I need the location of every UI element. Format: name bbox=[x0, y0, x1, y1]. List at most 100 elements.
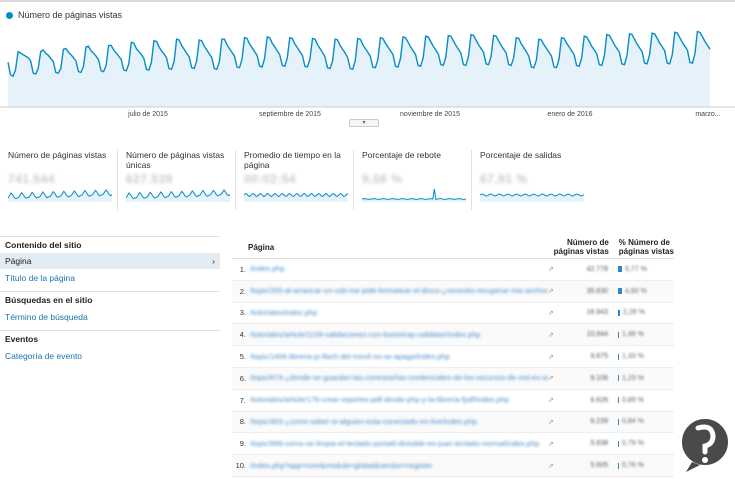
row-page-link[interactable]: /topic/255-al-arrancar-un-usb-me-pide-fo… bbox=[250, 287, 548, 296]
row-page-link[interactable]: /topic/998-como-se-limpia-el-teclado-por… bbox=[250, 439, 540, 448]
metric-label: Porcentaje de rebote bbox=[362, 150, 441, 160]
external-link-icon[interactable]: ⇗ bbox=[548, 418, 554, 426]
x-tick-label: enero de 2016 bbox=[547, 111, 592, 118]
external-link-icon[interactable]: ⇗ bbox=[548, 309, 554, 317]
table-row: 7. /tutoriales/article/176-crear-reportes… bbox=[232, 390, 674, 412]
sparkline-area bbox=[8, 190, 112, 202]
row-views: 6.239 bbox=[590, 418, 608, 426]
row-page-link[interactable]: /tutoriales/index.php bbox=[250, 308, 318, 317]
series-dot-icon bbox=[6, 11, 13, 19]
logo-watermark bbox=[680, 417, 730, 472]
pct-value: 2,28 % bbox=[623, 309, 645, 317]
row-pct: 0,89 % bbox=[614, 397, 674, 404]
external-link-icon[interactable]: ⇗ bbox=[548, 266, 554, 274]
section-title-site-search: Búsquedas en el sitio bbox=[0, 291, 220, 308]
metric-value: 9,56 % bbox=[362, 172, 403, 186]
row-page-link[interactable]: /index.php bbox=[250, 265, 285, 274]
sidebar-item-event-category[interactable]: Categoría de evento bbox=[5, 351, 83, 361]
sparkline-line bbox=[362, 188, 466, 200]
external-link-icon[interactable]: ⇗ bbox=[548, 288, 554, 296]
chevron-right-icon: › bbox=[212, 256, 215, 266]
metric-sparkline bbox=[126, 189, 230, 202]
row-pct: 1,23 % bbox=[614, 375, 674, 382]
metric-value: 00:02:54 bbox=[244, 172, 297, 186]
row-pct: 2,28 % bbox=[614, 309, 674, 316]
row-page-link[interactable]: /topic/673-¿donde-se-guardan-las-contras… bbox=[250, 374, 548, 383]
table-row: 8. /topic/403-¿como-saber-si-alguien-esta… bbox=[232, 411, 674, 434]
header-pct[interactable]: % Número de páginas vistas bbox=[618, 238, 674, 256]
x-tick-label: noviembre de 2015 bbox=[400, 111, 460, 118]
row-views: 5.838 bbox=[590, 440, 608, 448]
row-pct: 4,80 % bbox=[614, 288, 674, 295]
pct-value: 0,84 % bbox=[622, 418, 644, 426]
row-views: 35.630 bbox=[586, 287, 608, 295]
row-page-link[interactable]: /tutoriales/article/1109-validaciones-co… bbox=[250, 330, 481, 339]
section-title-events: Eventos bbox=[0, 330, 220, 347]
chart-resize-handle[interactable]: ▾ bbox=[349, 119, 379, 127]
pct-value: 0,79 % bbox=[622, 440, 644, 448]
row-page-link[interactable]: /topic/403-¿como-saber-si-alguien-esta-c… bbox=[250, 417, 477, 426]
row-pct: 1,48 % bbox=[614, 331, 674, 338]
x-tick-label: marzo... bbox=[695, 111, 720, 118]
sparkline-line bbox=[8, 189, 112, 200]
metric-pageviews[interactable]: Número de páginas vistas 741.544 bbox=[0, 150, 118, 210]
external-link-icon[interactable]: ⇗ bbox=[548, 462, 554, 470]
row-page-link[interactable]: /tutoriales/article/176-crear-reportes-p… bbox=[250, 396, 509, 405]
metric-label: Porcentaje de salidas bbox=[480, 150, 562, 160]
row-index: 4. bbox=[239, 330, 246, 340]
external-link-icon[interactable]: ⇗ bbox=[548, 331, 554, 339]
external-link-icon[interactable]: ⇗ bbox=[548, 353, 554, 361]
row-page-link[interactable]: /topic/1456-libreria-js-flash-del-movil-… bbox=[250, 352, 450, 361]
x-tick-label: julio de 2015 bbox=[127, 111, 168, 118]
pct-value: 1,33 % bbox=[622, 353, 644, 361]
pct-bar bbox=[618, 462, 619, 469]
header-page[interactable]: Página bbox=[248, 242, 275, 252]
metric-sparkline bbox=[244, 192, 348, 202]
table-row: 10. /index.php?app=core&module=global&sec… bbox=[232, 455, 674, 477]
row-views: 42.778 bbox=[586, 265, 608, 273]
sparkline-line bbox=[480, 193, 584, 197]
pct-bar bbox=[618, 331, 619, 338]
chart-series-line bbox=[7, 30, 711, 78]
sidebar-item-page[interactable]: Página › bbox=[0, 253, 220, 269]
row-pct: 5,77 % bbox=[614, 266, 674, 273]
table-row: 1. /index.php ⇗ 42.778 5,77 % bbox=[232, 259, 674, 281]
metric-value: 627.539 bbox=[126, 172, 173, 186]
sidebar-item-search-term[interactable]: Término de búsqueda bbox=[5, 312, 88, 322]
chart-legend: Número de páginas vistas bbox=[6, 10, 122, 20]
sidebar: Contenido del sitio Página › Título de l… bbox=[0, 236, 220, 369]
row-views: 6.626 bbox=[590, 396, 608, 404]
pct-value: 1,23 % bbox=[622, 374, 644, 382]
pct-value: 1,48 % bbox=[622, 331, 644, 339]
external-link-icon[interactable]: ⇗ bbox=[548, 397, 554, 405]
pct-bar bbox=[618, 440, 619, 447]
legend-label: Número de páginas vistas bbox=[18, 10, 123, 20]
metric-unique-pageviews[interactable]: Número de páginas vistas únicas 627.539 bbox=[118, 150, 236, 210]
pct-value: 4,80 % bbox=[625, 287, 647, 295]
top-divider bbox=[0, 0, 735, 2]
metric-label: Número de páginas vistas bbox=[8, 150, 107, 160]
row-pct: 1,33 % bbox=[614, 353, 674, 360]
pct-bar bbox=[618, 288, 622, 295]
external-link-icon[interactable]: ⇗ bbox=[548, 440, 554, 448]
metrics-row: Número de páginas vistas 741.544 Número … bbox=[0, 150, 590, 210]
metric-bounce-rate[interactable]: Porcentaje de rebote 9,56 % bbox=[354, 150, 472, 210]
sparkline-line bbox=[244, 192, 348, 198]
x-tick-label: septiembre de 2015 bbox=[259, 111, 321, 118]
pct-bar bbox=[618, 418, 619, 425]
row-page-link[interactable]: /index.php?app=core&module=global&sectio… bbox=[250, 461, 433, 470]
metric-exit-rate[interactable]: Porcentaje de salidas 67,91 % bbox=[472, 150, 590, 210]
pages-table: Página Número de páginas vistas % Número… bbox=[232, 236, 674, 477]
sidebar-item-page-title[interactable]: Título de la página bbox=[5, 273, 75, 283]
pct-value: 5,77 % bbox=[625, 265, 647, 273]
header-views[interactable]: Número de páginas vistas bbox=[553, 238, 609, 256]
row-pct: 0,76 % bbox=[614, 462, 674, 469]
metric-value: 67,91 % bbox=[480, 172, 528, 186]
pct-bar bbox=[618, 397, 619, 404]
metric-avg-time[interactable]: Promedio de tiempo en la página 00:02:54 bbox=[236, 150, 354, 210]
row-views: 9.875 bbox=[590, 353, 608, 361]
external-link-icon[interactable]: ⇗ bbox=[548, 375, 554, 383]
row-index: 8. bbox=[239, 417, 246, 427]
sparkline-line bbox=[126, 189, 230, 200]
row-index: 1. bbox=[239, 264, 246, 274]
